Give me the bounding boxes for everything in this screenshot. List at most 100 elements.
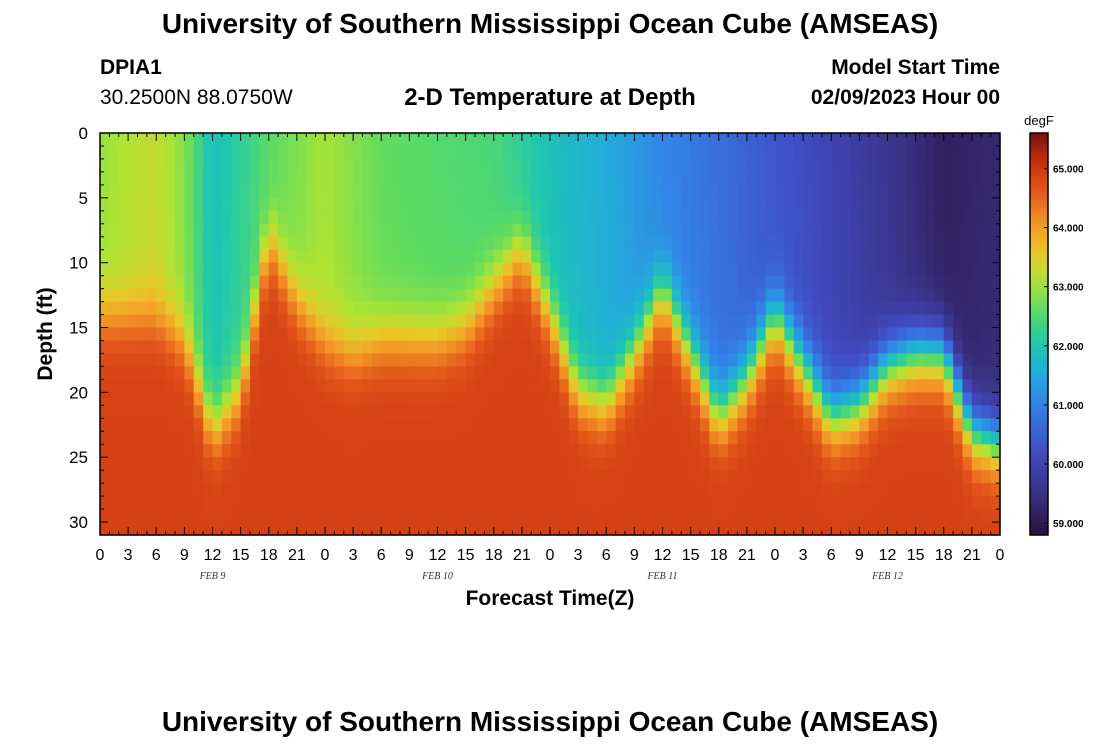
heatmap-cell — [240, 340, 251, 355]
heatmap-cell — [850, 353, 860, 368]
heatmap-cell — [681, 340, 692, 355]
heatmap-cell — [193, 366, 204, 380]
heatmap-cell — [193, 314, 204, 329]
heatmap-cell — [353, 197, 364, 212]
heatmap-cell — [493, 249, 504, 264]
heatmap-cell — [165, 340, 176, 355]
heatmap-cell — [887, 418, 898, 432]
heatmap-cell — [596, 171, 607, 186]
heatmap-cell — [371, 275, 382, 290]
heatmap-cell — [821, 158, 832, 173]
heatmap-cell — [184, 327, 195, 342]
heatmap-cell — [278, 340, 289, 355]
heatmap-cell — [746, 288, 757, 303]
heatmap-cell — [878, 353, 889, 368]
heatmap-cell — [718, 184, 729, 199]
heatmap-cell — [906, 522, 917, 536]
heatmap-cell — [934, 418, 945, 432]
heatmap-cell — [400, 223, 410, 238]
heatmap-cell — [446, 444, 457, 458]
heatmap-cell — [203, 275, 214, 290]
heatmap-cell — [193, 197, 204, 212]
heatmap-cell — [943, 366, 954, 380]
heatmap-cell — [878, 210, 889, 225]
heatmap-cell — [653, 366, 664, 380]
heatmap-cell — [212, 444, 223, 458]
heatmap-cell — [709, 288, 720, 303]
heatmap-cell — [775, 197, 785, 212]
heatmap-cell — [428, 197, 439, 212]
heatmap-cell — [671, 392, 682, 406]
heatmap-cell — [315, 314, 326, 329]
heatmap-cell — [343, 405, 354, 419]
heatmap-cell — [896, 496, 907, 510]
heatmap-cell — [381, 133, 392, 147]
heatmap-cell — [109, 314, 120, 329]
heatmap-cell — [709, 236, 720, 251]
heatmap-cell — [165, 171, 176, 186]
heatmap-cell — [531, 509, 542, 523]
heatmap-cell — [765, 379, 776, 393]
heatmap-cell — [184, 133, 195, 147]
heatmap-cell — [203, 262, 214, 277]
heatmap-cell — [981, 483, 992, 497]
heatmap-cell — [390, 405, 401, 419]
heatmap-cell — [512, 366, 523, 380]
heatmap-cell — [681, 158, 692, 173]
heatmap-cell — [625, 470, 635, 484]
heatmap-cell — [109, 353, 120, 368]
heatmap-cell — [784, 133, 795, 147]
heatmap-cell — [878, 171, 889, 186]
heatmap-cell — [259, 223, 270, 238]
heatmap-cell — [165, 145, 176, 160]
heatmap-cell — [878, 145, 889, 160]
heatmap-cell — [550, 133, 560, 147]
heatmap-cell — [925, 470, 935, 484]
heatmap-cell — [268, 431, 279, 445]
heatmap-cell — [775, 353, 785, 368]
heatmap-cell — [728, 470, 739, 484]
heatmap-cell — [296, 223, 307, 238]
x-axis-label: Forecast Time(Z) — [466, 587, 635, 610]
heatmap-cell — [859, 353, 870, 368]
heatmap-cell — [540, 197, 551, 212]
heatmap-cell — [840, 301, 851, 316]
heatmap-cell — [118, 483, 129, 497]
heatmap-cell — [671, 223, 682, 238]
heatmap-cell — [540, 249, 551, 264]
heatmap-cell — [437, 288, 448, 303]
heatmap-cell — [850, 158, 860, 173]
heatmap-cell — [531, 145, 542, 160]
heatmap-cell — [943, 301, 954, 316]
heatmap-cell — [746, 145, 757, 160]
heatmap-cell — [587, 210, 598, 225]
heatmap-cell — [850, 301, 860, 316]
heatmap-cell — [653, 353, 664, 368]
heatmap-cell — [287, 223, 298, 238]
heatmap-cell — [803, 249, 814, 264]
heatmap-cell — [943, 496, 954, 510]
heatmap-cell — [371, 496, 382, 510]
heatmap-cell — [353, 405, 364, 419]
heatmap-cell — [493, 496, 504, 510]
heatmap-cell — [953, 405, 964, 419]
heatmap-cell — [306, 301, 317, 316]
heatmap-cell — [221, 444, 232, 458]
heatmap-cell — [184, 470, 195, 484]
heatmap-cell — [334, 379, 345, 393]
heatmap-cell — [737, 470, 748, 484]
x-tick-label: 3 — [124, 547, 133, 564]
heatmap-cell — [606, 236, 617, 251]
heatmap-cell — [250, 236, 260, 251]
heatmap-cell — [662, 366, 673, 380]
heatmap-cell — [278, 158, 289, 173]
heatmap-cell — [559, 444, 570, 458]
heatmap-cell — [175, 275, 185, 290]
heatmap-cell — [625, 522, 635, 536]
heatmap-cell — [934, 496, 945, 510]
heatmap-cell — [175, 379, 185, 393]
heatmap-cell — [700, 327, 710, 342]
heatmap-cell — [540, 223, 551, 238]
heatmap-cell — [925, 314, 935, 329]
heatmap-cell — [550, 366, 560, 380]
